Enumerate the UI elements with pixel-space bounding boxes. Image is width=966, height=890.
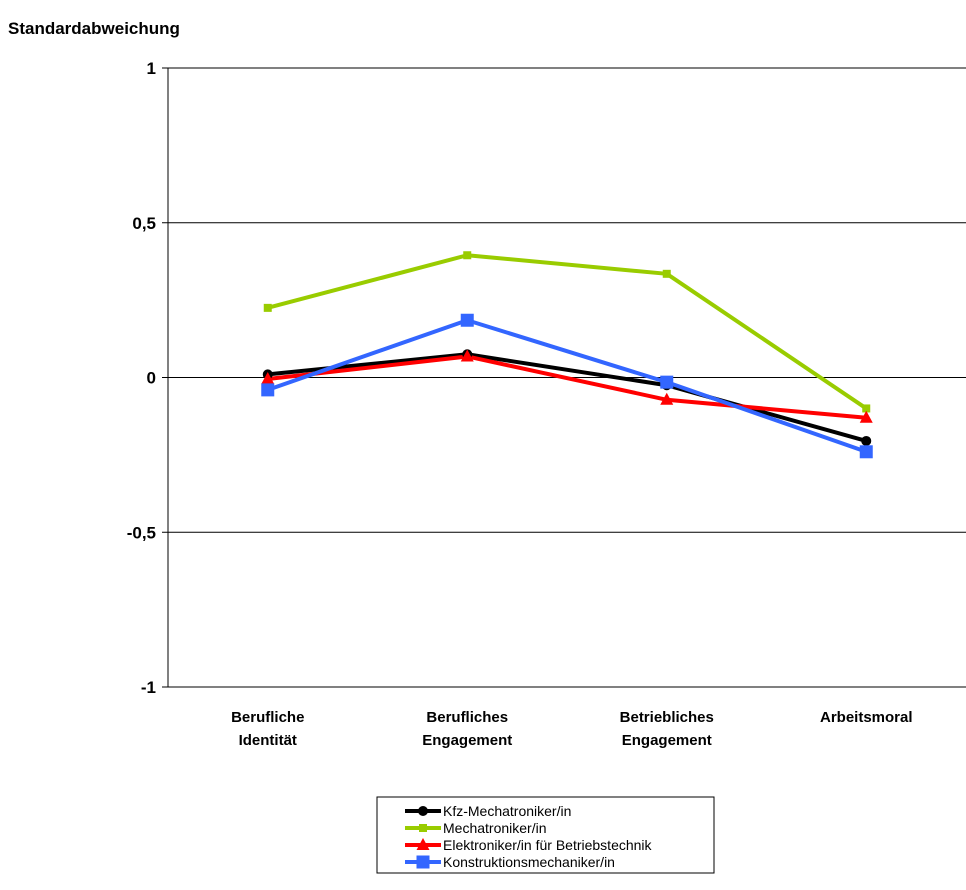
data-point (660, 392, 674, 405)
y-tick-label: 1 (147, 59, 156, 78)
y-tick-label: -0,5 (127, 523, 156, 542)
legend-label: Elektroniker/in für Betriebstechnik (443, 837, 653, 853)
data-point (460, 313, 474, 327)
data-point (660, 375, 674, 389)
y-tick-label: -1 (141, 678, 156, 697)
series-line-3 (267, 354, 867, 420)
y-tick-label: 0,5 (132, 214, 156, 233)
legend: Kfz-Mechatroniker/inMechatroniker/inElek… (376, 796, 715, 874)
x-category-label: Berufliches Engagement (422, 709, 512, 749)
data-point (261, 383, 275, 397)
legend-label: Kfz-Mechatroniker/in (443, 803, 571, 819)
data-point (261, 372, 275, 385)
y-tick-label: 0 (147, 369, 156, 388)
data-point (859, 410, 873, 423)
x-category-label: Betriebliches Engagement (620, 709, 714, 749)
data-point (460, 349, 474, 362)
x-category-labels: Berufliche Identität Berufliches Engagement… (231, 709, 912, 749)
series-lines (267, 253, 868, 454)
legend-label: Mechatroniker/in (443, 820, 547, 836)
legend-marker (416, 838, 430, 850)
series-line-1 (267, 352, 867, 443)
data-point (862, 404, 871, 413)
legend-label: Konstruktionsmechaniker/in (443, 854, 615, 870)
y-axis-title: Standardabweichung (8, 19, 180, 38)
series-markers (261, 251, 873, 459)
series-line-2 (267, 253, 868, 411)
y-tick-labels: 1 0,5 0 -0,5 -1 (127, 59, 156, 697)
data-point (463, 251, 472, 260)
legend-marker (416, 855, 430, 869)
series-line-4 (267, 318, 867, 454)
data-point (263, 303, 272, 312)
x-category-label: Arbeitsmoral (820, 709, 913, 726)
legend-marker (418, 806, 428, 816)
data-point (859, 445, 873, 459)
x-category-label: Berufliche Identität (231, 709, 304, 749)
data-point (861, 435, 872, 446)
data-point (662, 269, 671, 278)
legend-marker (419, 824, 427, 832)
y-axis (162, 67, 169, 688)
